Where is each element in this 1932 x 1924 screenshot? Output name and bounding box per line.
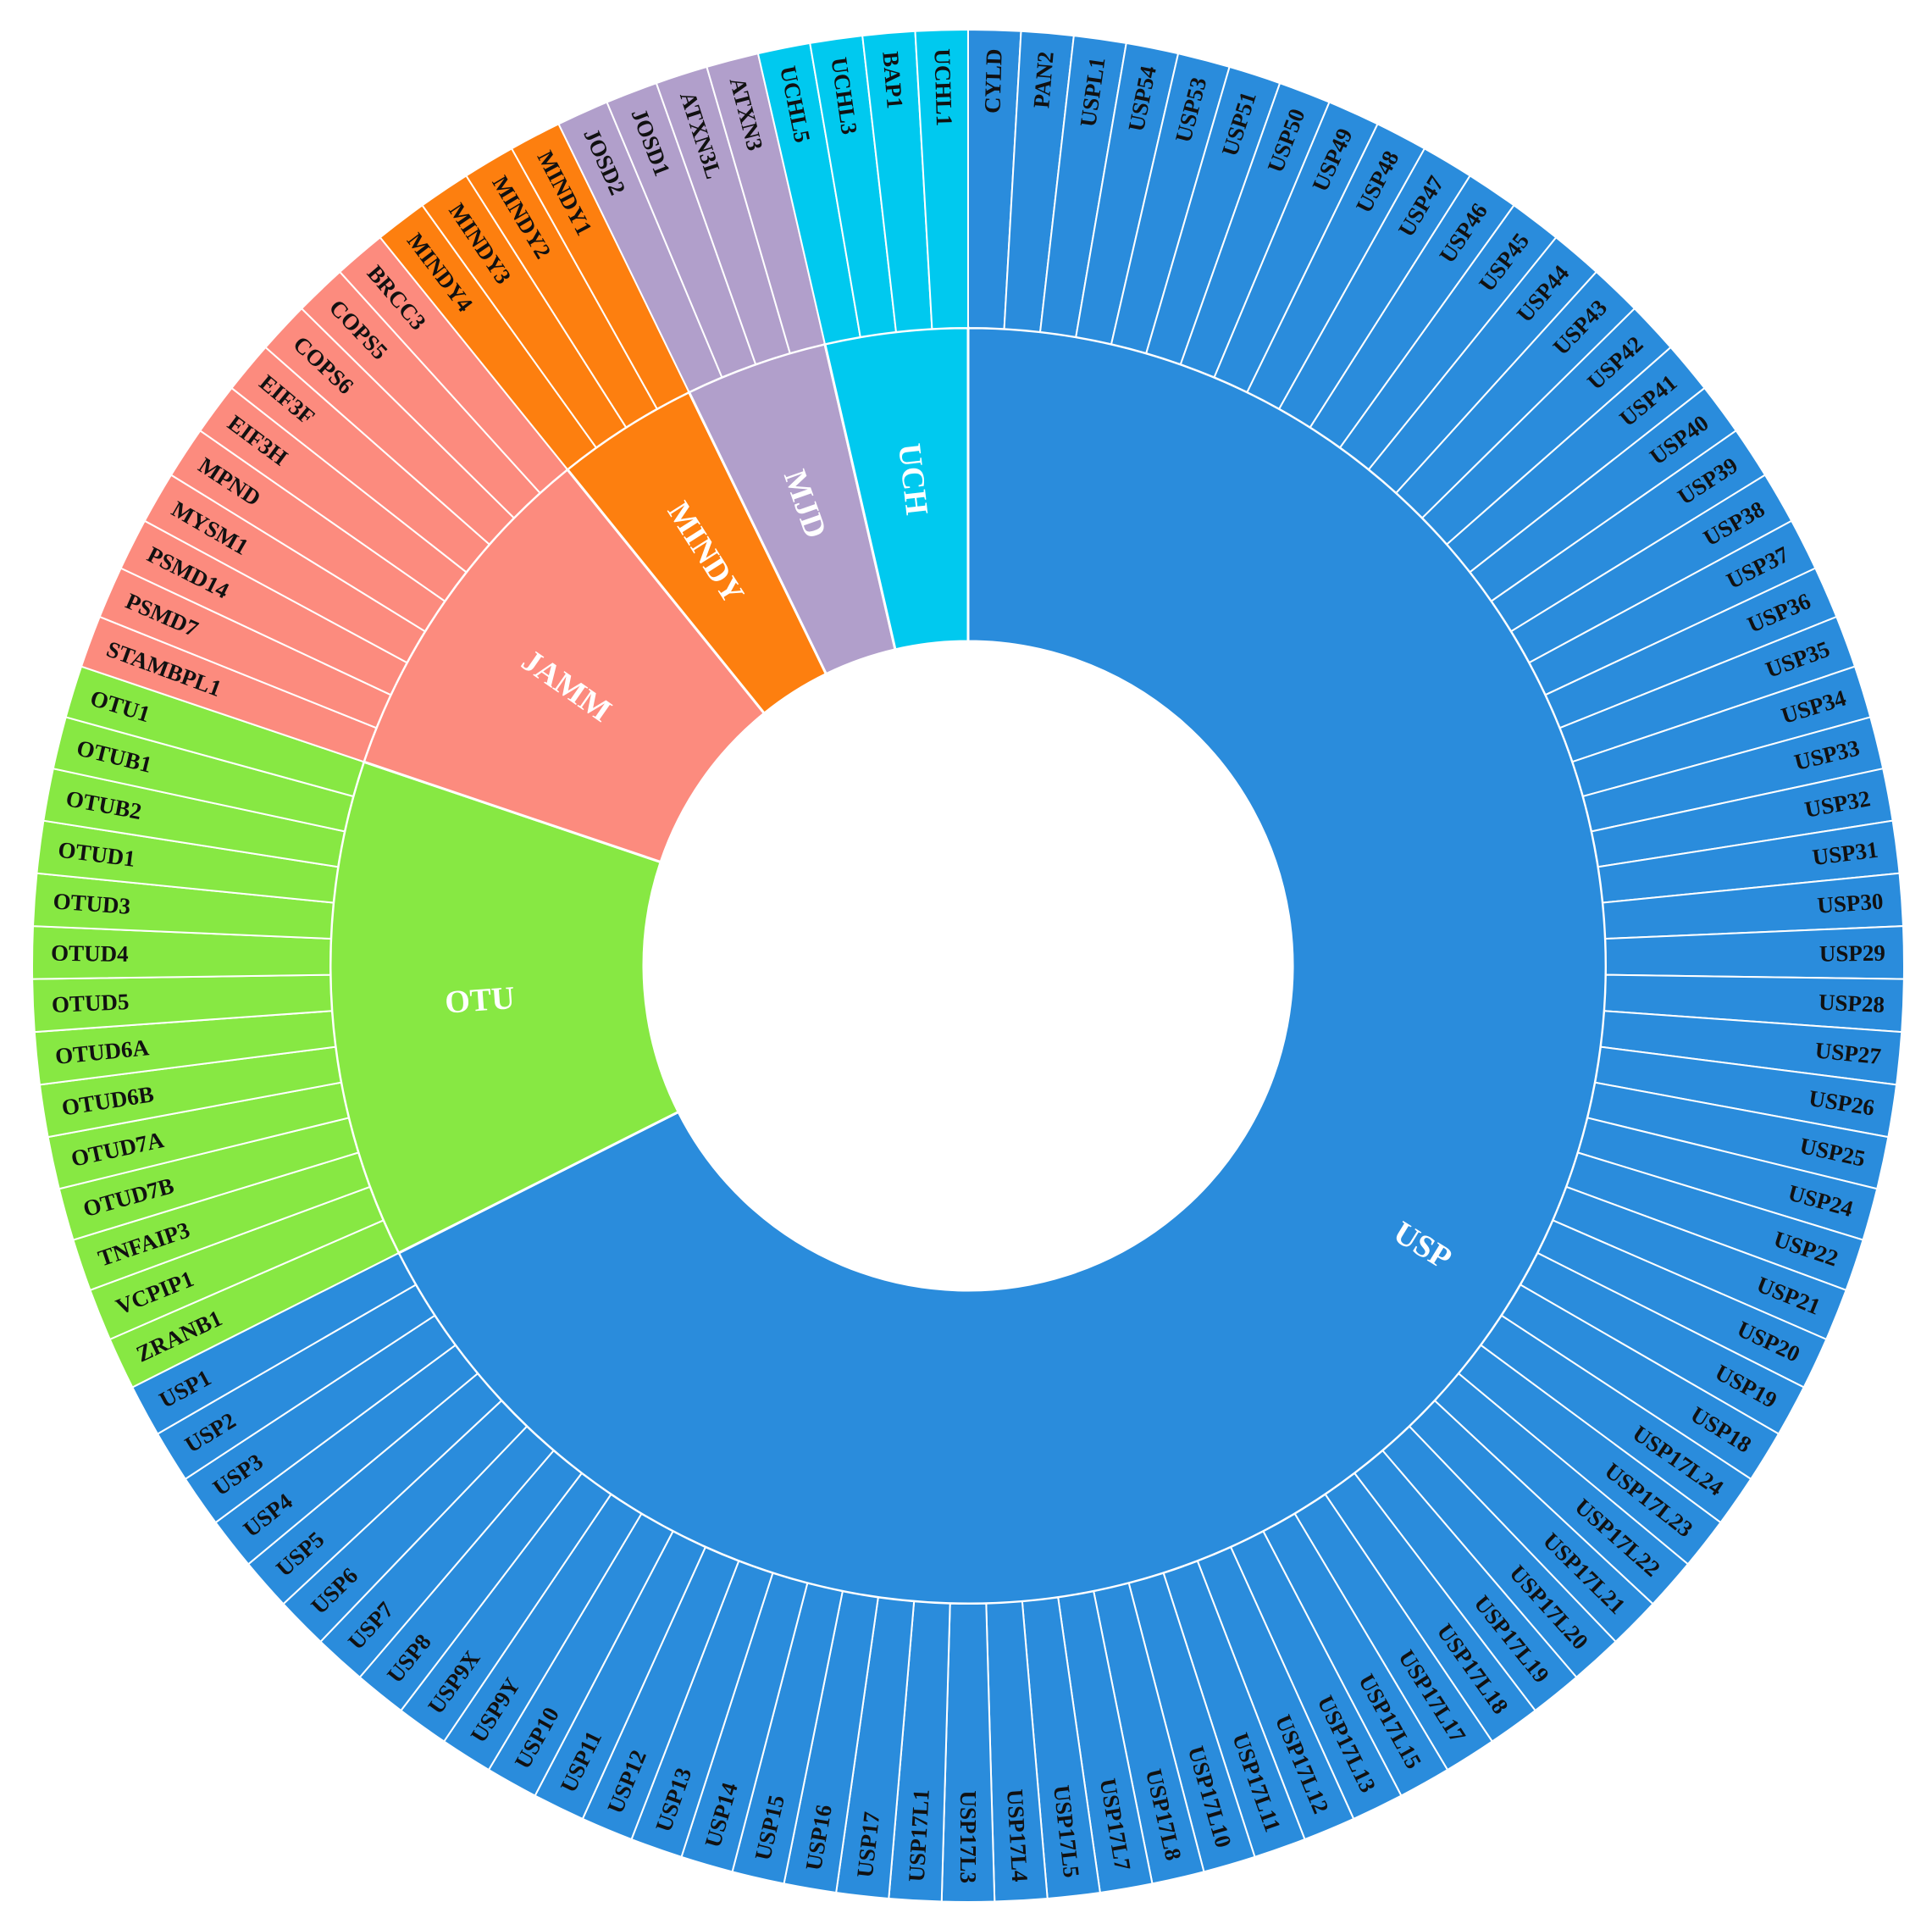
member-label-uchl1: UCHL1 xyxy=(929,48,957,126)
member-label-usp28: USP28 xyxy=(1818,990,1885,1017)
segments-layer xyxy=(30,28,1905,1904)
member-label-otud4: OTUD4 xyxy=(51,940,129,967)
member-label-pan2: PAN2 xyxy=(1028,51,1059,109)
family-label-uch: UCH xyxy=(891,441,934,517)
member-label-cyld: CYLD xyxy=(979,48,1006,114)
member-segment-uchl1 xyxy=(914,28,969,330)
member-label-otud5: OTUD5 xyxy=(51,989,130,1017)
member-label-bap1: BAP1 xyxy=(877,51,908,110)
family-label-otu: OTU xyxy=(444,980,516,1021)
member-label-usp17l3: USP17L3 xyxy=(955,1790,981,1883)
member-label-usp17l4: USP17L4 xyxy=(1002,1788,1032,1882)
member-label-usp29: USP29 xyxy=(1819,940,1885,967)
member-label-usp30: USP30 xyxy=(1816,888,1884,918)
member-label-otud3: OTUD3 xyxy=(53,888,131,918)
member-label-usp17l1: USP17L1 xyxy=(904,1788,934,1882)
